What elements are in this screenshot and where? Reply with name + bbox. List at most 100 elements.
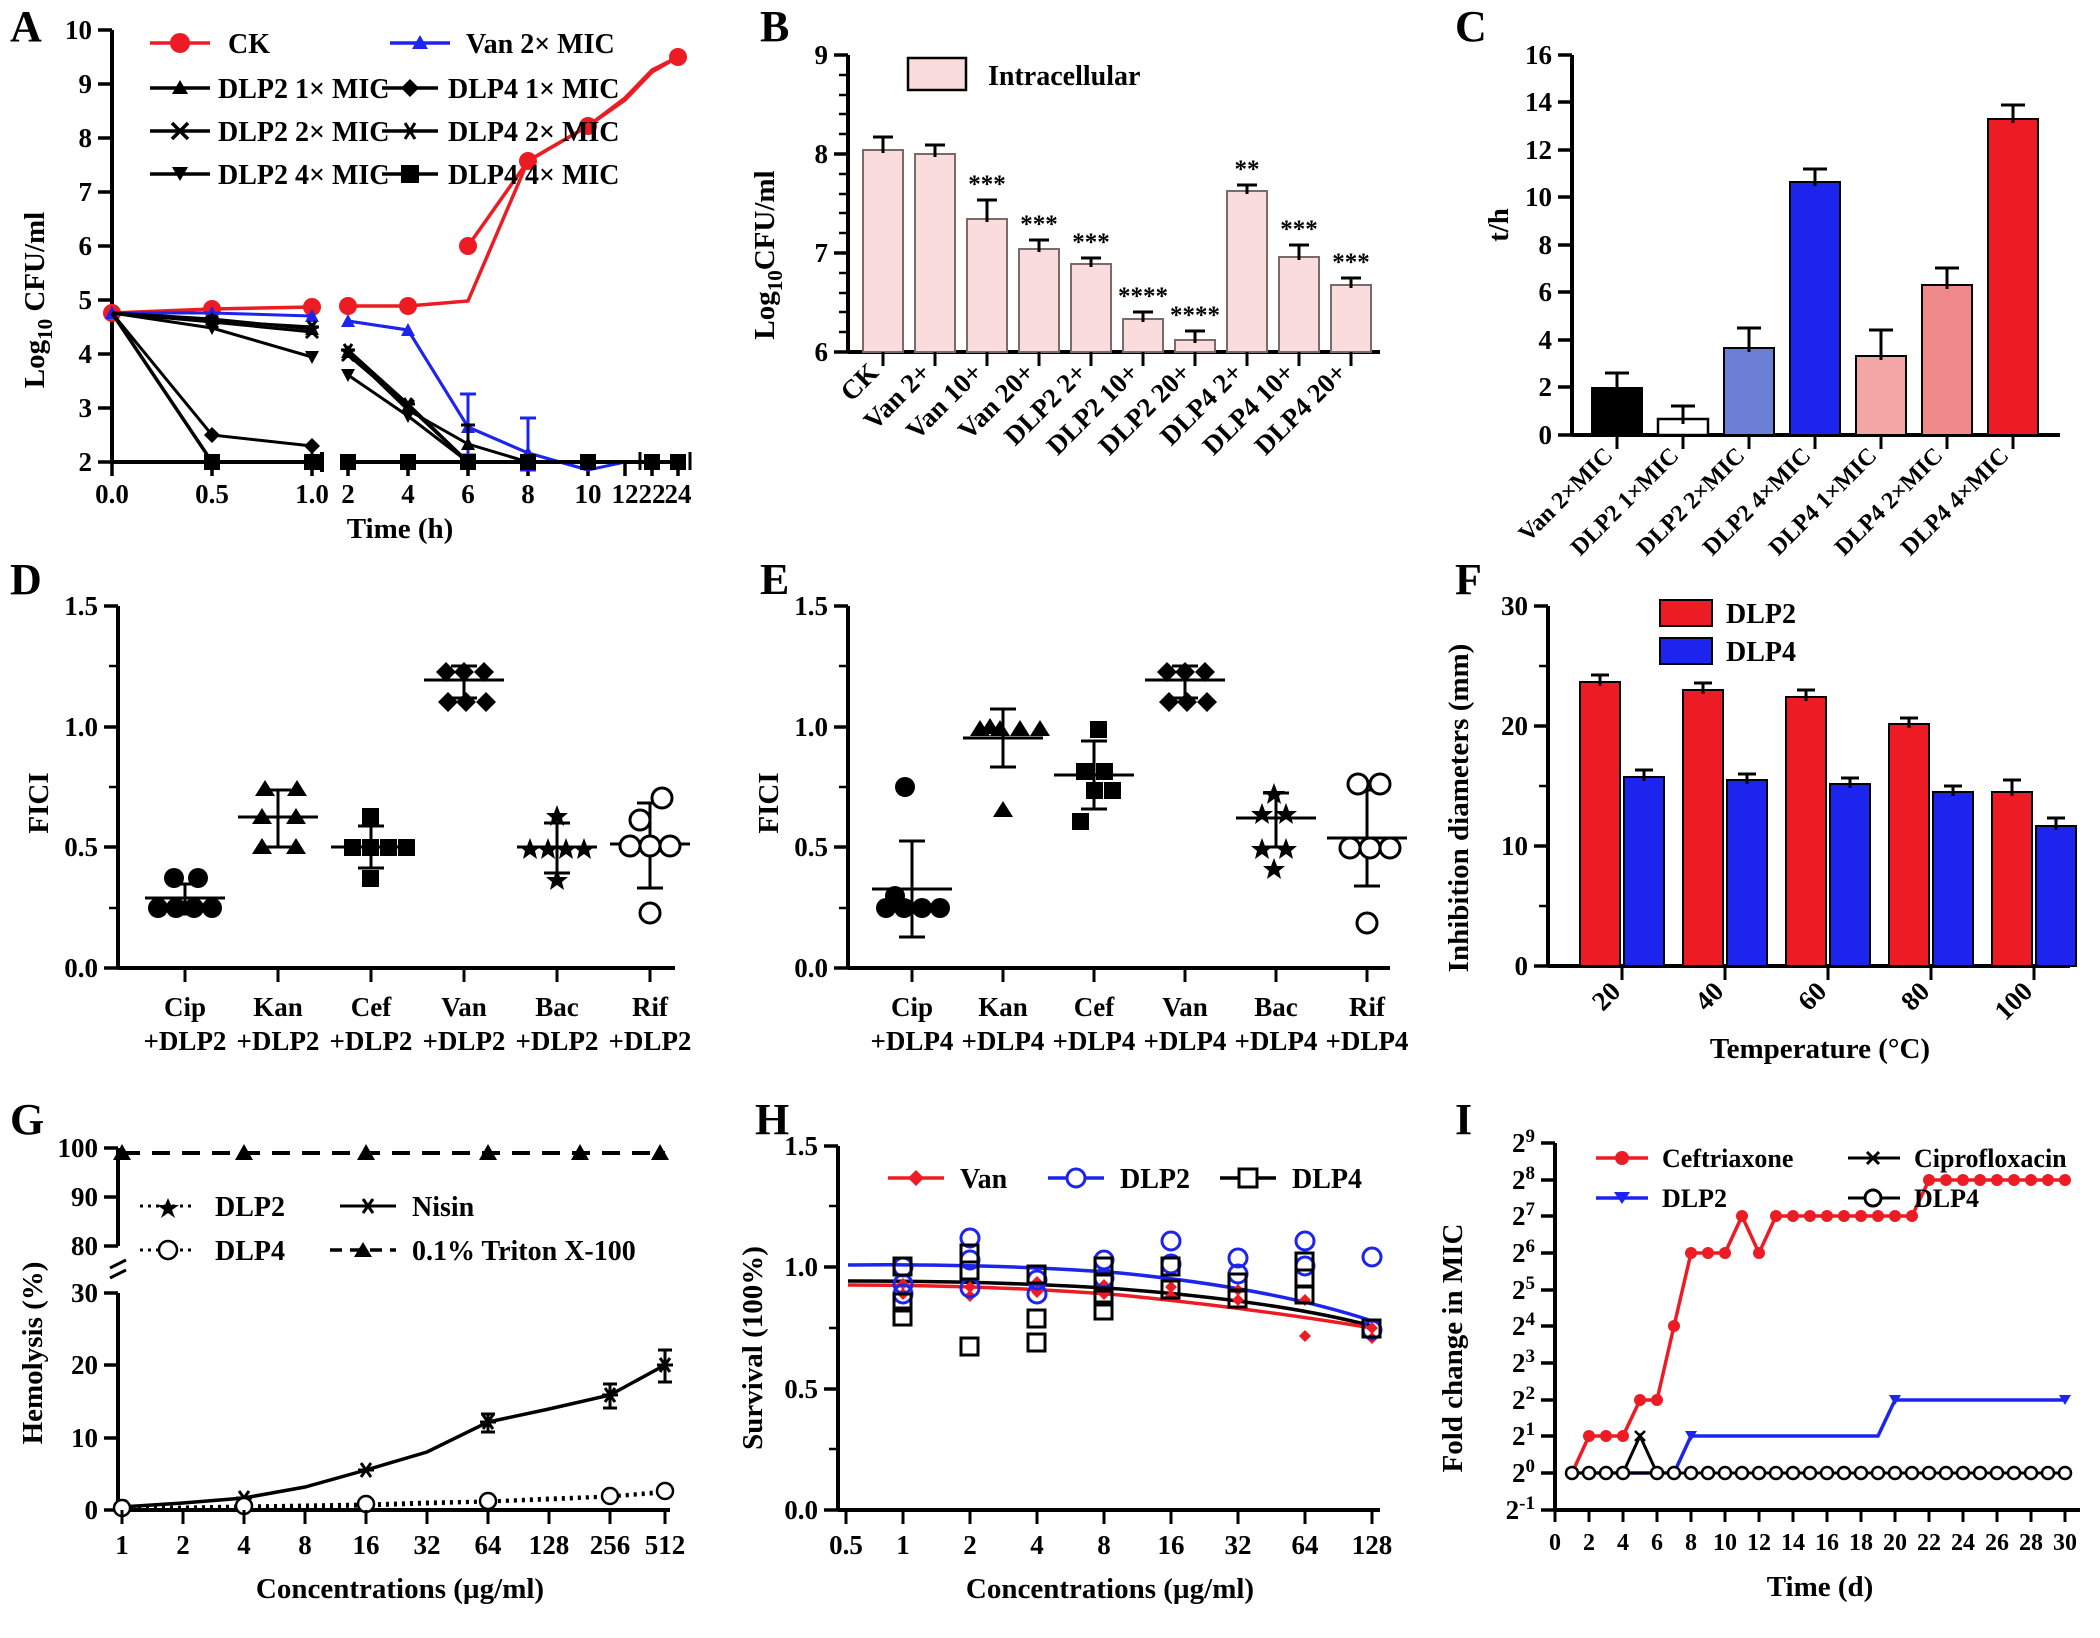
panel-b: B Log10CFU/ml 6 7 8 9	[700, 0, 1400, 545]
panel-a-series-left	[103, 298, 324, 470]
svg-text:4: 4	[401, 479, 415, 509]
svg-text:+DLP2: +DLP2	[144, 1026, 227, 1056]
panel-c-letter: C	[1455, 2, 1487, 51]
panel-e-ylabel: FICI	[753, 772, 785, 833]
svg-text:DLP2: DLP2	[215, 1192, 285, 1223]
panel-i: I Fold change in MIC 29 28 27 26 25	[1400, 1098, 2100, 1638]
svg-text:Bac: Bac	[535, 992, 579, 1022]
svg-text:Bac: Bac	[1254, 992, 1298, 1022]
panel-b-legend: Intracellular	[906, 56, 1140, 92]
svg-text:1.0: 1.0	[295, 479, 329, 509]
svg-text:DLP4 2× MIC: DLP4 2× MIC	[448, 117, 620, 148]
svg-text:10: 10	[71, 1423, 98, 1453]
panel-b-ylabel: Log10CFU/ml	[749, 170, 787, 339]
panel-f-ylabel: Inhibition diameters (mm)	[1443, 644, 1475, 973]
svg-text:12: 12	[612, 479, 639, 509]
svg-text:4: 4	[79, 339, 93, 369]
svg-text:***: ***	[968, 171, 1006, 198]
svg-text:+DLP4: +DLP4	[962, 1026, 1045, 1056]
svg-text:2: 2	[1583, 1530, 1595, 1556]
svg-text:Rif: Rif	[632, 992, 669, 1022]
svg-text:+DLP2: +DLP2	[423, 1026, 506, 1056]
svg-text:0.5: 0.5	[784, 1374, 818, 1404]
svg-text:64: 64	[1292, 1530, 1319, 1560]
svg-text:DLP2: DLP2	[1120, 1164, 1190, 1195]
panel-c-chart: t/h 0 2 4 6 8 10 12 14 16	[1483, 40, 2060, 561]
svg-text:14: 14	[1525, 87, 1552, 117]
svg-text:25: 25	[1512, 1273, 1535, 1305]
svg-text:16: 16	[353, 1530, 380, 1560]
svg-text:30: 30	[1501, 591, 1528, 621]
panel-a-letter: A	[10, 2, 42, 51]
panel-a-series-right	[339, 48, 692, 472]
svg-text:Cef: Cef	[1074, 992, 1115, 1022]
svg-text:DLP2: DLP2	[1662, 1184, 1727, 1213]
svg-text:26: 26	[1512, 1236, 1535, 1268]
svg-text:4: 4	[1539, 325, 1553, 355]
svg-text:128: 128	[1352, 1530, 1393, 1560]
svg-text:90: 90	[71, 1182, 98, 1212]
svg-text:****: ****	[1118, 283, 1168, 310]
panel-a-legend: CK Van 2× MIC DLP2 1× MIC DLP4 1× MIC DL…	[150, 29, 620, 191]
panel-a-xticks-right: 2 4 6 8 10 12 22 24	[341, 462, 692, 509]
svg-text:20: 20	[1501, 711, 1528, 741]
panel-h-fits	[847, 1263, 1373, 1330]
svg-text:24: 24	[665, 479, 692, 509]
svg-text:0.0: 0.0	[794, 953, 828, 983]
svg-text:2: 2	[79, 447, 93, 477]
svg-text:DLP4 1× MIC: DLP4 1× MIC	[448, 74, 620, 105]
svg-text:1.5: 1.5	[794, 591, 828, 621]
panel-e-group-cef	[1054, 721, 1134, 830]
svg-text:+DLP4: +DLP4	[1053, 1026, 1136, 1056]
svg-text:0: 0	[1515, 951, 1529, 981]
svg-text:10: 10	[575, 479, 602, 509]
svg-text:1.0: 1.0	[794, 712, 828, 742]
svg-text:14: 14	[1781, 1530, 1805, 1556]
svg-text:24: 24	[1512, 1309, 1536, 1341]
svg-text:2-1: 2-1	[1506, 1493, 1535, 1525]
svg-text:10: 10	[1713, 1530, 1737, 1556]
panel-f-xlabel: Temperature (°C)	[1710, 1033, 1930, 1065]
panel-h-points	[892, 1227, 1383, 1357]
panel-h-letter: H	[755, 1095, 790, 1144]
svg-text:1.0: 1.0	[784, 1252, 818, 1282]
svg-text:22: 22	[1512, 1383, 1535, 1415]
panel-g-series-nisin	[114, 1348, 673, 1515]
panel-d-letter: D	[10, 555, 42, 604]
panel-i-chart: Fold change in MIC 29 28 27 26 25 24	[1437, 1126, 2080, 1603]
panel-h-yticks: 0.0 0.5 1.0 1.5	[784, 1131, 838, 1525]
panel-h-chart: Survival (100%) 0.0 0.5 1.0 1.5	[737, 1131, 1393, 1605]
panel-e-xticks: Cip +DLP4 Kan +DLP4 Cef +DLP4 Van +DLP4 Bac +…	[871, 992, 1409, 1056]
svg-text:60: 60	[1792, 976, 1832, 1016]
svg-text:0.5: 0.5	[794, 832, 828, 862]
svg-text:80: 80	[1895, 976, 1935, 1016]
panel-e-group-kan	[963, 707, 1050, 817]
svg-text:9: 9	[815, 40, 829, 70]
svg-text:7: 7	[815, 238, 829, 268]
svg-text:***: ***	[1072, 229, 1110, 256]
svg-text:40: 40	[1689, 976, 1729, 1016]
svg-text:0.0: 0.0	[784, 1495, 818, 1525]
panel-i-xticks: 0 2 4 6 8 10 12 14 16 18 20 22 24 26 28 …	[1549, 1530, 2077, 1556]
svg-text:10: 10	[1525, 182, 1552, 212]
svg-text:28: 28	[2019, 1530, 2043, 1556]
svg-text:DLP4: DLP4	[1914, 1184, 1979, 1213]
svg-text:2: 2	[1539, 372, 1553, 402]
panel-f-bars	[1579, 673, 2077, 967]
panel-g-yticks-upper: 100 90 80	[58, 1133, 118, 1261]
svg-text:1.0: 1.0	[64, 712, 98, 742]
svg-text:30: 30	[71, 1278, 98, 1308]
panel-b-letter: B	[760, 2, 790, 51]
panel-g-yticks-lower: 30 20 10 0	[71, 1278, 118, 1525]
svg-text:30: 30	[2053, 1530, 2077, 1556]
svg-text:100: 100	[58, 1133, 99, 1163]
svg-text:21: 21	[1512, 1419, 1535, 1451]
panel-f: F Inhibition diameters (mm) 0 10 20 30	[1400, 558, 2100, 1098]
svg-text:5: 5	[79, 285, 93, 315]
svg-text:0.1% Triton X-100: 0.1% Triton X-100	[412, 1236, 636, 1267]
svg-text:***: ***	[1280, 216, 1318, 243]
panel-g-letter: G	[10, 1095, 45, 1144]
svg-text:26: 26	[1985, 1530, 2009, 1556]
svg-text:8: 8	[298, 1530, 312, 1560]
panel-i-ylabel: Fold change in MIC	[1437, 1224, 1469, 1473]
